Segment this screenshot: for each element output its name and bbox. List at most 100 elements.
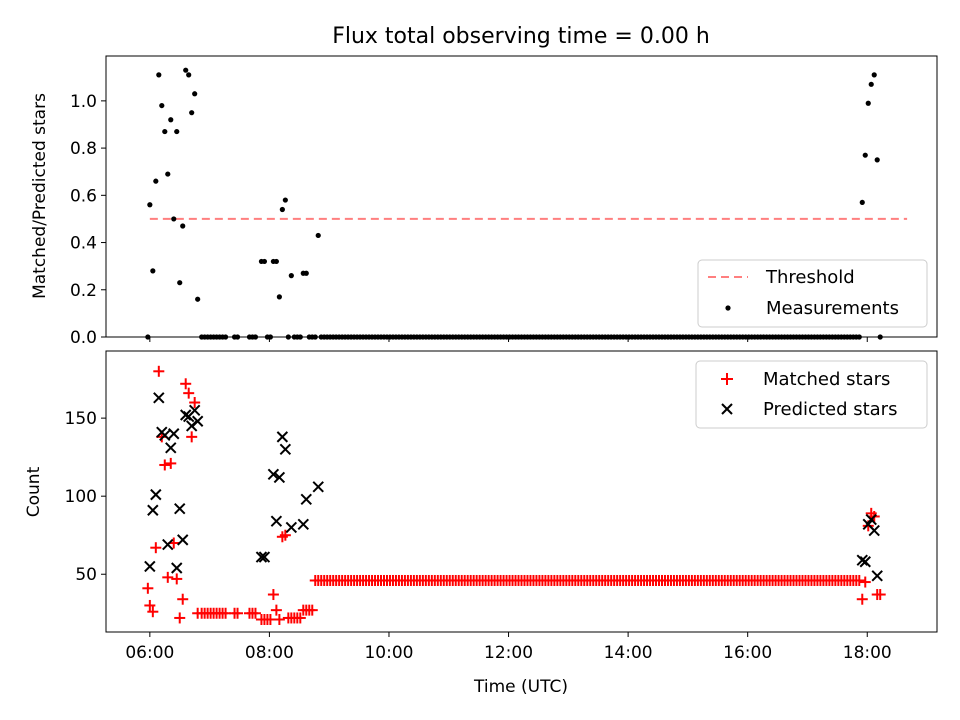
ratio-legend-box	[697, 259, 928, 328]
legend-matched-label: Matched stars	[763, 369, 890, 390]
ratio-y-label: Matched/Predicted stars	[30, 93, 50, 299]
matched-star-point	[174, 612, 186, 624]
matched-star-point	[162, 571, 174, 583]
count-y-label: Count	[24, 466, 44, 517]
count-y-tick-label: 100	[65, 487, 97, 507]
predicted-star-point	[312, 481, 324, 493]
measurement-point	[868, 81, 874, 87]
predicted-star-point	[300, 493, 312, 506]
matched-star-point	[171, 573, 183, 585]
matched-star-point	[153, 365, 165, 377]
predicted-star-point	[270, 515, 283, 527]
measurement-point	[859, 199, 865, 206]
count-x-label: Time (UTC)	[473, 677, 568, 697]
measurement-point	[871, 72, 877, 78]
count-x-tick-label: 10:00	[364, 643, 413, 663]
measurement-point	[183, 67, 189, 73]
measurement-point	[261, 258, 268, 265]
measurement-point	[315, 232, 321, 239]
measurement-point	[171, 216, 177, 222]
legend-matched-marker	[721, 373, 733, 385]
count-x-tick-label: 06:00	[125, 643, 174, 663]
count-y-tick-label: 50	[75, 565, 97, 585]
predicted-star-point	[171, 562, 183, 574]
matched-star-point	[267, 589, 279, 601]
predicted-star-point	[150, 488, 162, 501]
measurement-point	[288, 273, 294, 279]
ratio-y-tick-label: 0.4	[70, 234, 97, 254]
predicted-star-point	[165, 442, 177, 454]
predicted-star-point	[174, 502, 186, 515]
predicted-star-point	[868, 524, 880, 537]
predicted-star-point	[273, 471, 286, 484]
ratio-y-tick-label: 0.6	[70, 186, 97, 206]
ratio-panel: 0.0 0.2 0.4 0.6 0.8 1.0 Matched/Predicted sta…	[30, 55, 938, 348]
matched-star-point	[853, 574, 865, 586]
predicted-star-point	[147, 504, 159, 516]
count-x-tick-label: 18:00	[843, 643, 892, 663]
measurement-point	[156, 72, 162, 78]
legend-predicted-marker	[721, 403, 733, 415]
matched-star-point	[232, 607, 244, 619]
count-x-axis: 06:00 08:00 10:00 12:00 14:00 16:00 18:00	[125, 632, 892, 663]
measurement-point	[180, 223, 186, 229]
measurement-point	[273, 258, 279, 265]
predicted-star-point	[871, 570, 883, 582]
matched-star-point	[186, 431, 198, 443]
predicted-star-point	[285, 521, 298, 534]
predicted-star-point	[153, 392, 165, 404]
matched-star-point	[856, 593, 868, 605]
measurement-point	[195, 296, 201, 302]
ratio-y-axis: 0.0 0.2 0.4 0.6 0.8 1.0	[70, 92, 106, 348]
measurement-point	[165, 171, 171, 177]
count-legend: Matched stars Predicted stars	[695, 360, 928, 429]
count-marks	[142, 365, 886, 626]
matched-star-point	[306, 604, 318, 616]
matched-star-point	[159, 459, 171, 471]
ratio-y-tick-label: 0.2	[70, 281, 97, 301]
matched-star-point	[249, 607, 261, 619]
count-y-tick-label: 150	[65, 409, 97, 429]
matched-star-point	[180, 378, 192, 390]
matched-star-point	[270, 604, 282, 616]
ratio-y-tick-label: 0.8	[70, 139, 97, 159]
predicted-star-point	[188, 404, 201, 417]
count-x-tick-label: 16:00	[723, 643, 772, 663]
measurement-point	[186, 72, 192, 78]
predicted-star-point	[856, 554, 868, 566]
matched-star-point	[144, 599, 156, 611]
measurement-point	[862, 152, 868, 158]
measurement-point	[874, 157, 880, 163]
legend-measurements-label: Measurements	[766, 298, 899, 319]
measurement-point	[168, 117, 174, 123]
legend-predicted-label: Predicted stars	[763, 399, 897, 420]
matched-star-point	[859, 576, 871, 588]
measurement-point	[174, 128, 180, 135]
matched-star-point	[142, 582, 154, 594]
matched-star-point	[273, 614, 285, 626]
ratio-x-axis	[149, 337, 868, 342]
count-panel-frame	[105, 350, 938, 633]
measurement-point	[303, 270, 309, 276]
matched-star-point	[874, 589, 886, 601]
measurement-point	[147, 202, 153, 208]
predicted-star-point	[859, 556, 871, 568]
measurement-point	[177, 280, 183, 286]
ratio-y-tick-label: 0.0	[70, 328, 97, 348]
predicted-star-point	[191, 415, 204, 427]
measurement-point	[153, 178, 159, 184]
measurement-point	[279, 206, 285, 213]
matched-star-point	[147, 606, 159, 618]
predicted-star-point	[258, 551, 271, 563]
measurement-point	[150, 268, 156, 274]
count-y-axis: 50 100 150	[65, 409, 106, 585]
predicted-star-point	[162, 538, 174, 551]
matched-star-point	[189, 397, 201, 409]
predicted-star-point	[255, 551, 268, 563]
measurement-point	[276, 294, 282, 300]
predicted-star-point	[297, 518, 309, 530]
predicted-star-point	[276, 431, 289, 443]
predicted-star-point	[177, 534, 189, 546]
